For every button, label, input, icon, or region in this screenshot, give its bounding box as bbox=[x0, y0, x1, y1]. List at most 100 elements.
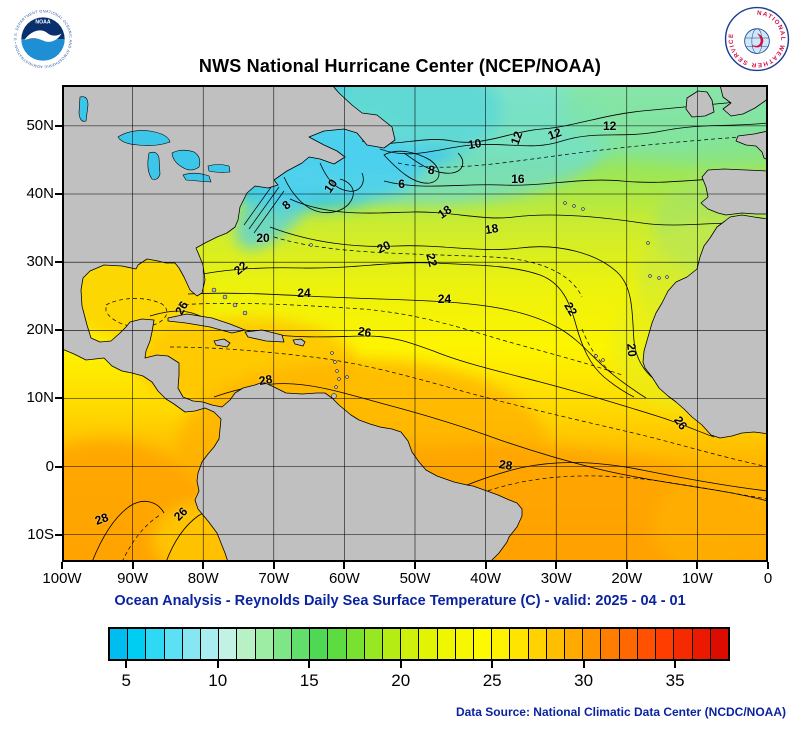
small-islands bbox=[211, 201, 669, 399]
colorbar-tick-label: 25 bbox=[482, 671, 502, 690]
graticule bbox=[62, 85, 768, 562]
lon-tick-label: 10W bbox=[681, 570, 713, 587]
colorbar-tick-mark bbox=[308, 661, 311, 668]
lon-tick-mark bbox=[61, 562, 63, 569]
isotherm-contours-dashed bbox=[105, 134, 768, 562]
lon-tick-mark bbox=[484, 562, 487, 569]
colorbar-tick-label: 30 bbox=[574, 671, 594, 690]
ireland bbox=[685, 90, 715, 118]
lat-tick-label: 0 bbox=[45, 457, 54, 475]
great-lakes bbox=[78, 96, 231, 183]
lat-tick-mark bbox=[55, 193, 62, 196]
africa bbox=[642, 214, 768, 439]
colorbar bbox=[108, 627, 730, 661]
lon-tick-mark bbox=[696, 562, 699, 569]
colorbar-segment bbox=[255, 629, 274, 659]
colorbar-segment bbox=[710, 629, 728, 659]
lon-tick-mark bbox=[131, 562, 134, 569]
colorbar-tick-mark bbox=[582, 661, 585, 668]
noaa-seagull-icon bbox=[24, 30, 62, 42]
lon-tick-label: 50W bbox=[399, 570, 431, 587]
lon-tick-label: 70W bbox=[258, 570, 290, 587]
colorbar-segment bbox=[237, 629, 256, 659]
colorbar-segment bbox=[346, 629, 365, 659]
lon-tick-mark bbox=[414, 562, 416, 569]
colorbar-tick-mark bbox=[674, 661, 677, 668]
page-title: NWS National Hurricane Center (NCEP/NOAA… bbox=[198, 56, 602, 76]
hurricane-swirl-icon bbox=[751, 33, 764, 48]
colorbar-segment bbox=[128, 629, 147, 659]
lon-tick-label: 80W bbox=[187, 570, 219, 587]
noaa-wordmark: NOAA bbox=[35, 20, 50, 26]
data-source-note: Data Source: National Climatic Data Cent… bbox=[455, 705, 786, 719]
colorbar-segment bbox=[182, 629, 202, 659]
colorbar-segment bbox=[437, 629, 456, 659]
lat-tick-mark bbox=[55, 533, 62, 536]
colorbar-segment bbox=[474, 629, 493, 659]
map-frame bbox=[62, 85, 768, 562]
colorbar-tick-label: 5 bbox=[121, 671, 132, 690]
lon-tick-mark bbox=[202, 562, 205, 569]
colorbar-tick-label: 10 bbox=[208, 671, 228, 690]
colorbar-segment bbox=[455, 629, 475, 659]
colorbar-segment bbox=[383, 629, 402, 659]
colorbar-segment bbox=[110, 629, 129, 659]
lat-tick-label: 20N bbox=[26, 321, 54, 339]
lat-tick-mark bbox=[55, 124, 62, 127]
lon-tick-label: 30W bbox=[540, 570, 572, 587]
colorbar-segment bbox=[201, 629, 220, 659]
iberia bbox=[700, 168, 768, 216]
sst-map bbox=[62, 85, 768, 562]
lon-tick-label: 40W bbox=[470, 570, 502, 587]
colorbar-segment bbox=[619, 629, 638, 659]
colorbar-tick-label: 15 bbox=[299, 671, 319, 690]
colorbar-segment bbox=[528, 629, 547, 659]
colorbar-segment bbox=[419, 629, 438, 659]
colorbar-segment bbox=[364, 629, 384, 659]
colorbar-tick-mark bbox=[491, 661, 494, 668]
colorbar-segment bbox=[692, 629, 711, 659]
colorbar-tick-mark bbox=[125, 661, 128, 668]
lat-tick-label: 10S bbox=[27, 525, 54, 543]
colorbar-segment bbox=[292, 629, 311, 659]
lat-tick-mark bbox=[55, 465, 62, 468]
lon-tick-label: 0 bbox=[763, 570, 773, 587]
nws-logo: NATIONAL WEATHER SERVICE bbox=[724, 6, 790, 72]
lon-tick-mark bbox=[272, 562, 275, 569]
lat-tick-mark bbox=[55, 261, 62, 264]
lon-tick-mark bbox=[767, 562, 769, 569]
lon-tick-label: 100W bbox=[42, 570, 82, 587]
colorbar-segment bbox=[273, 629, 293, 659]
lat-tick-label: 10N bbox=[26, 389, 54, 407]
colorbar-segment bbox=[164, 629, 183, 659]
colorbar-tick-mark bbox=[399, 661, 402, 668]
colorbar-segment bbox=[583, 629, 602, 659]
lat-tick-mark bbox=[55, 397, 62, 400]
landmass bbox=[62, 85, 768, 562]
map-area: 20 8 10 6 8 10 12 12 12 16 18 18 20 22 22 24 24 26 26 22 20 2… bbox=[62, 85, 768, 562]
lat-tick-mark bbox=[55, 329, 62, 332]
colorbar-segment bbox=[674, 629, 693, 659]
noaa-emblem-sea bbox=[21, 39, 65, 61]
colorbar-tick-mark bbox=[216, 661, 219, 668]
colorbar-segment bbox=[510, 629, 529, 659]
lon-tick-label: 90W bbox=[117, 570, 149, 587]
lat-tick-label: 30N bbox=[26, 253, 54, 271]
colorbar-segment bbox=[656, 629, 675, 659]
colorbar-segment bbox=[328, 629, 347, 659]
puerto-rico bbox=[292, 338, 306, 347]
colorbar-segment bbox=[546, 629, 566, 659]
colorbar-segment bbox=[401, 629, 420, 659]
colorbar-segment bbox=[637, 629, 657, 659]
colorbar-segment bbox=[310, 629, 329, 659]
lat-tick-label: 50N bbox=[26, 116, 54, 134]
colorbar-segment bbox=[601, 629, 620, 659]
lon-tick-mark bbox=[555, 562, 558, 569]
colorbar-segment bbox=[219, 629, 238, 659]
lat-tick-label: 40N bbox=[26, 185, 54, 203]
colorbar-segment bbox=[146, 629, 165, 659]
lon-tick-mark bbox=[343, 562, 346, 569]
colorbar-segment bbox=[492, 629, 511, 659]
lon-tick-label: 60W bbox=[328, 570, 360, 587]
